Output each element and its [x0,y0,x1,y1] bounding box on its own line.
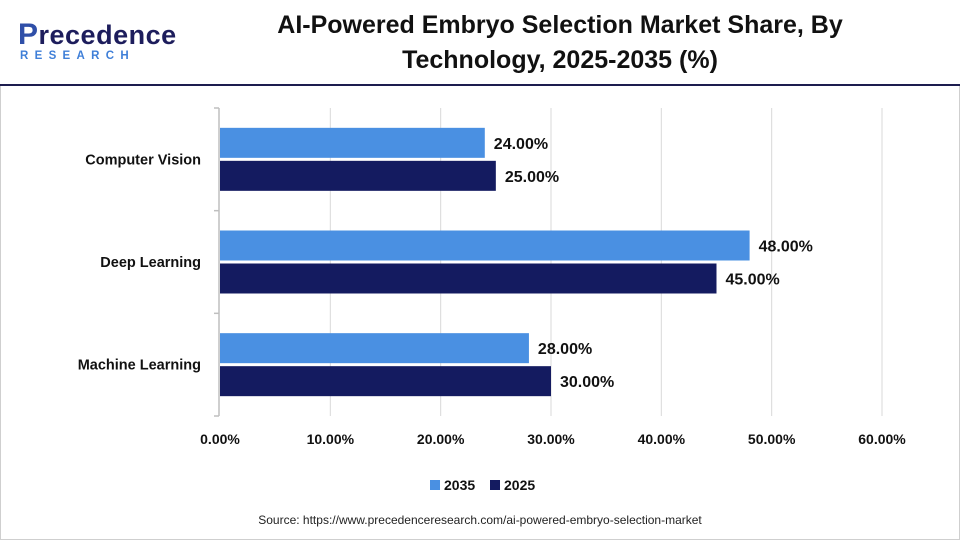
precedence-logo: Precedence RESEARCH [18,18,176,68]
x-tick-label: 40.00% [638,431,686,447]
legend-swatch-2035 [430,480,440,490]
bar-2035 [220,230,750,261]
x-tick-label: 10.00% [307,431,355,447]
legend-label: 2025 [504,477,535,493]
logo-initial: P [18,18,39,51]
y-category-label: Deep Learning [100,255,201,271]
x-tick-label: 0.00% [200,431,240,447]
chart-title: AI-Powered Embryo Selection Market Share… [277,11,843,74]
x-tick-label: 20.00% [417,431,465,447]
legend-label: 2035 [444,477,475,493]
data-label: 25.00% [505,169,559,186]
data-label: 45.00% [726,272,780,289]
data-label: 28.00% [538,341,592,358]
bar-2025 [220,366,551,397]
data-label: 48.00% [759,239,813,256]
bar-2025 [220,263,717,294]
logo-subtitle: RESEARCH [20,50,135,62]
bar-2035 [220,333,529,364]
y-category-label: Machine Learning [78,358,201,374]
x-tick-label: 60.00% [858,431,906,447]
bar-2025 [220,160,496,191]
source-note: Source: https://www.precedenceresearch.c… [258,513,702,527]
data-label: 30.00% [560,374,614,391]
bar-2035 [220,127,485,158]
legend-swatch-2025 [490,480,500,490]
logo-wordmark: recedence [38,20,177,50]
y-category-label: Computer Vision [85,152,201,168]
x-tick-label: 30.00% [527,431,575,447]
data-label: 24.00% [494,136,548,153]
x-tick-label: 50.00% [748,431,796,447]
header: Precedence RESEARCH AI-Powered Embryo Se… [0,0,960,86]
